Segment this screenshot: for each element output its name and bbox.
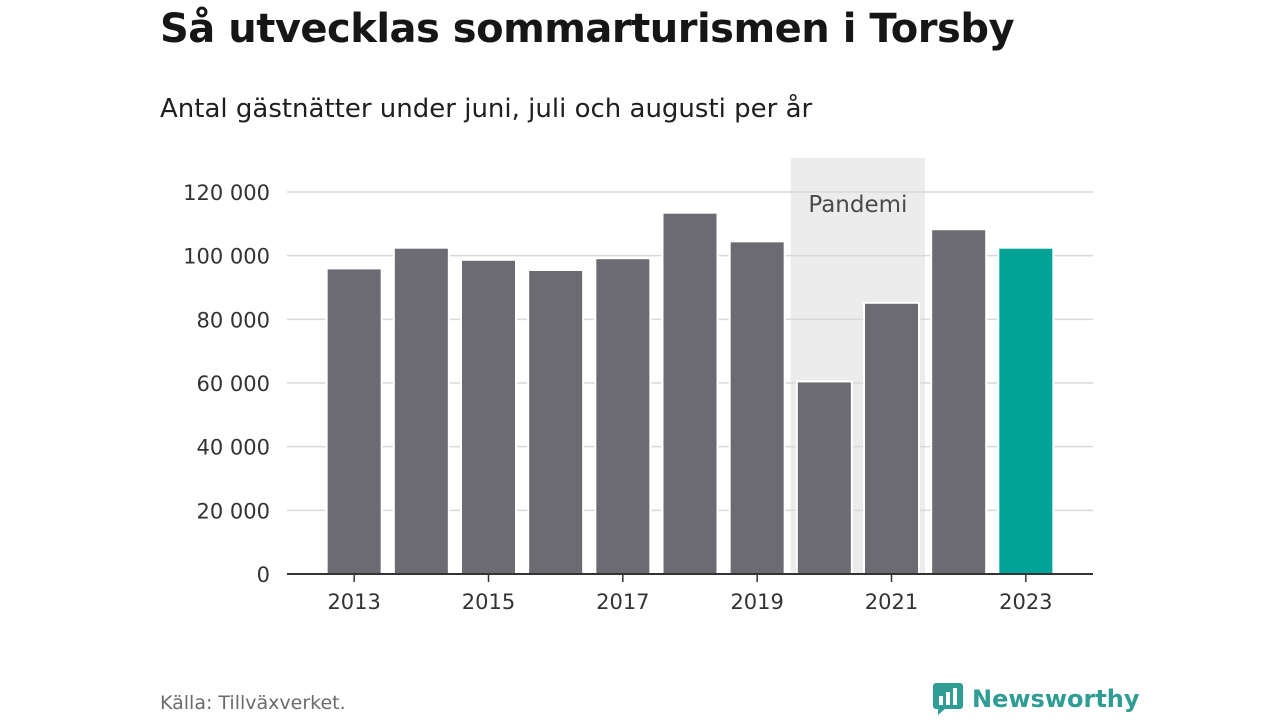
x-tick-label: 2023 bbox=[999, 590, 1052, 614]
chart-subtitle: Antal gästnätter under juni, juli och au… bbox=[160, 94, 813, 124]
x-tick-label: 2013 bbox=[327, 590, 380, 614]
y-tick-label: 20 000 bbox=[197, 499, 270, 523]
bar-2015 bbox=[460, 258, 517, 575]
bar-2021 bbox=[863, 301, 920, 575]
y-tick-label: 40 000 bbox=[197, 436, 270, 460]
x-tick-label: 2017 bbox=[596, 590, 649, 614]
bar-2018 bbox=[661, 211, 719, 575]
y-tick-label: 0 bbox=[257, 563, 270, 587]
bar-2023 bbox=[997, 246, 1055, 575]
x-tick-label: 2015 bbox=[462, 590, 515, 614]
brand-logo: Newsworthy bbox=[932, 682, 1140, 716]
chart-title: Så utvecklas sommarturismen i Torsby bbox=[160, 6, 1015, 52]
bar-2014 bbox=[392, 246, 450, 575]
y-tick-label: 100 000 bbox=[183, 245, 270, 269]
bar-2020 bbox=[795, 380, 853, 575]
bar-2019 bbox=[728, 240, 786, 575]
pandemic-label: Pandemi bbox=[808, 192, 907, 218]
bar-2017 bbox=[594, 257, 652, 575]
bar-2016 bbox=[527, 268, 585, 575]
y-tick-label: 120 000 bbox=[183, 181, 270, 205]
source-note: Källa: Tillväxverket. bbox=[160, 692, 346, 714]
x-tick-label: 2021 bbox=[865, 590, 918, 614]
x-tick-label: 2019 bbox=[730, 590, 783, 614]
newsworthy-logo-icon bbox=[933, 683, 963, 715]
y-tick-label: 80 000 bbox=[197, 308, 270, 332]
bar-2013 bbox=[325, 267, 383, 575]
brand-name: Newsworthy bbox=[972, 685, 1140, 713]
y-tick-label: 60 000 bbox=[197, 372, 270, 396]
bar-2022 bbox=[930, 228, 988, 575]
